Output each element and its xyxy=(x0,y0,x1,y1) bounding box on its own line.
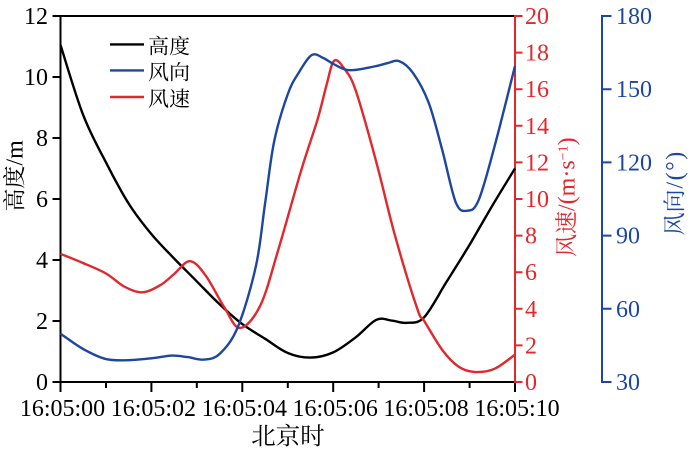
svg-text:6: 6 xyxy=(36,187,48,213)
svg-text:60: 60 xyxy=(616,297,640,323)
svg-text:90: 90 xyxy=(616,224,640,250)
svg-text:30: 30 xyxy=(616,370,640,396)
svg-text:/m: /m xyxy=(3,140,29,166)
svg-text:16: 16 xyxy=(525,77,549,103)
svg-text:20: 20 xyxy=(525,4,549,30)
svg-text:10: 10 xyxy=(525,187,549,213)
svg-text:150: 150 xyxy=(616,77,652,103)
svg-text:12: 12 xyxy=(525,150,549,176)
svg-text:4: 4 xyxy=(525,297,537,323)
svg-text:16:05:08: 16:05:08 xyxy=(383,396,468,422)
svg-text:16:05:04: 16:05:04 xyxy=(202,396,287,422)
svg-text:2: 2 xyxy=(525,333,537,359)
svg-text:6: 6 xyxy=(525,260,537,286)
svg-text:16:05:00: 16:05:00 xyxy=(20,396,105,422)
svg-text:16:05:02: 16:05:02 xyxy=(111,396,196,422)
svg-text:8: 8 xyxy=(525,224,537,250)
svg-text:180: 180 xyxy=(616,4,652,30)
svg-text:10: 10 xyxy=(24,65,48,91)
svg-text:0: 0 xyxy=(525,370,537,396)
svg-text:16:05:06: 16:05:06 xyxy=(293,396,378,422)
svg-text:/(°): /(°) xyxy=(663,150,689,188)
svg-text:14: 14 xyxy=(525,114,549,140)
svg-text:120: 120 xyxy=(616,150,652,176)
svg-text:4: 4 xyxy=(36,248,48,274)
svg-text:12: 12 xyxy=(24,4,48,30)
svg-text:8: 8 xyxy=(36,126,48,152)
svg-text:0: 0 xyxy=(36,370,48,396)
svg-text:18: 18 xyxy=(525,41,549,67)
svg-text:16:05:10: 16:05:10 xyxy=(474,396,559,422)
svg-text:2: 2 xyxy=(36,309,48,335)
